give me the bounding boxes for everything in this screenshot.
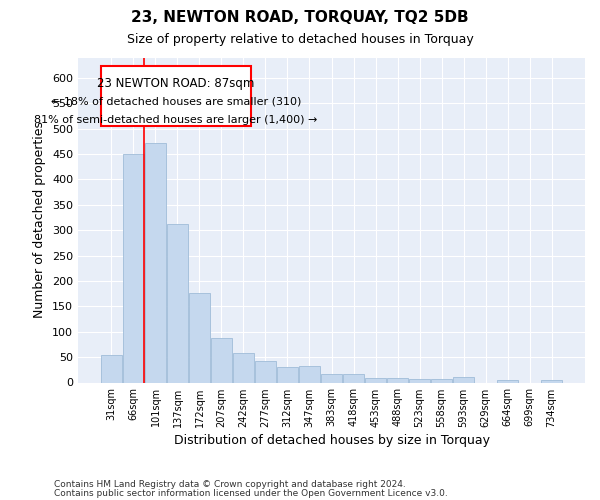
Bar [365,378,386,382]
Bar [277,368,298,382]
Text: Contains public sector information licensed under the Open Government Licence v3: Contains public sector information licen… [54,488,448,498]
Bar [255,361,276,382]
Text: 23 NEWTON ROAD: 87sqm: 23 NEWTON ROAD: 87sqm [97,77,254,90]
Text: 23, NEWTON ROAD, TORQUAY, TQ2 5DB: 23, NEWTON ROAD, TORQUAY, TQ2 5DB [131,10,469,25]
Bar [233,353,254,382]
Bar [453,378,474,382]
Bar [541,380,562,382]
Text: Size of property relative to detached houses in Torquay: Size of property relative to detached ho… [127,32,473,46]
Y-axis label: Number of detached properties: Number of detached properties [34,122,46,318]
Bar [189,293,210,382]
X-axis label: Distribution of detached houses by size in Torquay: Distribution of detached houses by size … [173,434,490,447]
Bar [321,374,342,382]
Bar [299,366,320,382]
Bar [167,224,188,382]
Bar [387,378,408,382]
FancyBboxPatch shape [101,66,251,126]
Text: Contains HM Land Registry data © Crown copyright and database right 2024.: Contains HM Land Registry data © Crown c… [54,480,406,489]
Bar [409,380,430,382]
Text: ← 18% of detached houses are smaller (310): ← 18% of detached houses are smaller (31… [50,96,301,106]
Bar [497,380,518,382]
Bar [101,354,122,382]
Bar [145,143,166,382]
Bar [343,374,364,382]
Text: 81% of semi-detached houses are larger (1,400) →: 81% of semi-detached houses are larger (… [34,116,317,126]
Bar [123,154,144,382]
Bar [211,338,232,382]
Bar [431,380,452,382]
